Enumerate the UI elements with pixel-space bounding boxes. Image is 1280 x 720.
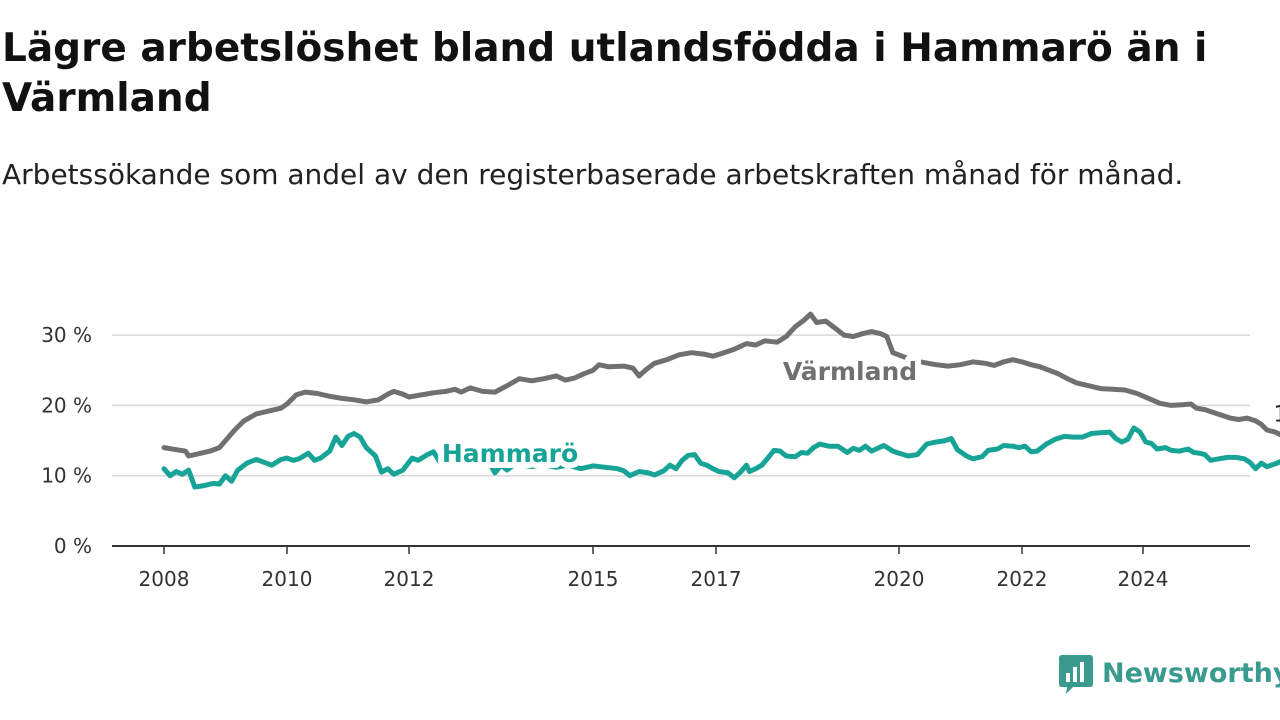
series-name-halo: Hammarö: [442, 439, 578, 468]
series-end-value: 15,7 %: [1274, 403, 1280, 428]
x-tick-label: 2015: [568, 567, 619, 591]
y-tick-label: 10 %: [41, 464, 92, 488]
x-tick-label: 2012: [384, 567, 435, 591]
chart-bubble-icon: [1059, 655, 1093, 694]
grid-layer: [112, 334, 1250, 477]
x-tick-label: 2008: [139, 567, 190, 591]
y-tick-label: 0 %: [54, 534, 92, 558]
x-tick-label: 2022: [997, 567, 1048, 591]
brand-name: Newsworthy: [1102, 658, 1280, 689]
series-layer: [161, 311, 1280, 490]
y-tick-label: 30 %: [41, 323, 92, 347]
newsworthy-logo: Newsworthy: [1058, 653, 1280, 695]
x-tick-label: 2024: [1118, 567, 1169, 591]
label-layer: VärmlandVärmland15,7 %HammaröHammarö11,7…: [436, 351, 1280, 500]
series-name-label: Hammarö: [442, 439, 578, 468]
x-tick-label: 2017: [691, 567, 742, 591]
axis-layer: 0 % 10 % 20 % 30 % 2008 2010 2012 2015 2017 2020 2…: [41, 323, 1250, 591]
x-tick-label: 2010: [262, 567, 313, 591]
series-name-label: Värmland: [783, 357, 917, 386]
series-line-1: [161, 425, 1280, 490]
series-line-0: [161, 311, 1280, 459]
chart-subtitle: Arbetssökande som andel av den registerb…: [2, 158, 1184, 191]
x-tick-label: 2020: [874, 567, 925, 591]
series-name-halo: Värmland: [783, 357, 917, 386]
y-tick-label: 20 %: [41, 393, 92, 417]
chart-title: Lägre arbetslöshet bland utlandsfödda i …: [2, 26, 1208, 121]
